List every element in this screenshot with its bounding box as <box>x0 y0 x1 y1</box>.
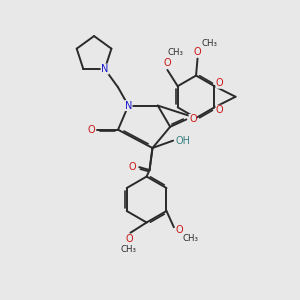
Text: N: N <box>101 64 109 74</box>
Text: O: O <box>194 47 201 57</box>
Text: CH₃: CH₃ <box>168 48 184 57</box>
Text: O: O <box>216 105 224 115</box>
Text: O: O <box>176 225 184 235</box>
Text: O: O <box>216 78 224 88</box>
Text: O: O <box>87 125 95 135</box>
Text: O: O <box>189 114 196 124</box>
Text: O: O <box>125 234 133 244</box>
Text: O: O <box>164 58 171 68</box>
Text: OH: OH <box>175 136 190 146</box>
Text: N: N <box>125 100 132 111</box>
Text: O: O <box>129 162 136 172</box>
Text: CH₃: CH₃ <box>202 39 218 48</box>
Text: CH₃: CH₃ <box>182 234 198 243</box>
Text: CH₃: CH₃ <box>121 245 137 254</box>
